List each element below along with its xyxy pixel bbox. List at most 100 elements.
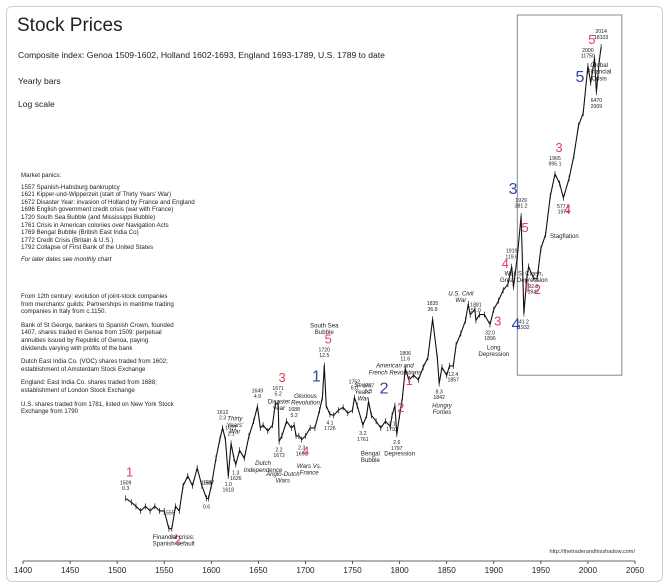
- value-label: 1.3: [232, 471, 239, 477]
- event-annotation: Wars Vs.: [297, 463, 322, 470]
- event-annotation: Bubble: [315, 329, 335, 336]
- event-annotation: Long: [487, 344, 501, 351]
- event-annotation: Revolution: [291, 400, 320, 407]
- value-label: 1720: [319, 348, 331, 354]
- value-label: 1672: [273, 453, 285, 459]
- value-label: 2000: [582, 48, 594, 54]
- wave-count-marker: 4: [502, 256, 509, 271]
- note-line: dividends varying with profits of the ba…: [21, 344, 133, 352]
- panic-item: 1772 Credit Crisis (Britain & U.S.): [21, 236, 114, 244]
- bars-note: Yearly bars: [18, 76, 61, 86]
- value-label: 0.6: [203, 504, 210, 510]
- event-annotation: France: [300, 470, 320, 477]
- chart-title: Stock Prices: [17, 15, 123, 36]
- value-label: 2014: [595, 29, 607, 35]
- value-label: 1696: [296, 451, 308, 457]
- wave-count-marker: 2: [174, 533, 181, 548]
- value-label: 2009: [591, 104, 603, 110]
- panic-item: 1672 Disaster Year: invasion of Holland …: [21, 198, 195, 206]
- value-label: 1595: [201, 480, 213, 486]
- value-label: 11.6: [400, 356, 410, 362]
- x-tick-label: 1800: [391, 566, 410, 575]
- value-label: 12.5: [319, 353, 329, 359]
- value-label: 8.3: [436, 389, 443, 395]
- stock-price-chart: 1400 1450 1500 1550 1600 1650 1700 1750 1800 1850…: [14, 14, 645, 575]
- x-tick-label: 1700: [296, 566, 315, 575]
- value-label: 381.2: [515, 204, 528, 210]
- wave-count-marker: 3: [494, 313, 501, 328]
- value-label: 577.6: [557, 204, 570, 210]
- value-label: 12.4: [448, 372, 458, 378]
- x-tick-label: 1550: [155, 566, 174, 575]
- value-label: 2.6: [393, 440, 400, 446]
- value-label: 1752: [349, 380, 361, 386]
- x-tick-label: 1450: [61, 566, 80, 575]
- note-line: companies in Italy from c.1150.: [21, 308, 107, 316]
- source-credit: http://thetraderandhisshadow.com/: [549, 549, 635, 555]
- value-label: 0.3: [170, 535, 177, 541]
- value-label: 1509: [120, 480, 132, 486]
- value-label: 1688: [288, 407, 300, 413]
- event-annotation: Seven: [354, 382, 372, 389]
- wave-count-marker: 5: [588, 32, 595, 47]
- value-label: 4.1: [326, 420, 333, 426]
- panic-item: 1696 English government credit crisis (w…: [21, 206, 174, 214]
- event-annotation: Wars: [276, 478, 290, 485]
- value-label: 1881: [470, 302, 482, 308]
- value-label: 1767: [363, 383, 375, 389]
- value-label: 41.2: [519, 319, 529, 325]
- scale-note: Log scale: [18, 99, 55, 109]
- value-label: 36.8: [428, 307, 438, 313]
- note-line: annuities issued by Republic of Genoa, p…: [21, 336, 149, 344]
- event-annotation: Glorious: [294, 393, 317, 400]
- wave-count-marker: 2: [534, 282, 541, 297]
- panic-item: 1769 Bengal Bubble (British East India C…: [21, 229, 139, 237]
- x-tick-label: 1850: [438, 566, 457, 575]
- value-label: 1965: [549, 156, 561, 162]
- value-label: 0.3: [122, 486, 129, 492]
- panic-item: 1792 Collapse of First Bank of the Unite…: [21, 244, 154, 252]
- event-annotation: Thirty: [227, 415, 243, 422]
- wave-count-marker: 1: [126, 464, 133, 479]
- x-tick-label: 1650: [249, 566, 268, 575]
- panic-item: 1720 South Sea Bubble (and Mississippi B…: [21, 213, 156, 221]
- event-annotation: Financial crisis:: [153, 534, 195, 541]
- value-label: 995.1: [548, 162, 561, 168]
- value-label: 1726: [324, 426, 336, 432]
- value-label: 5.2: [291, 413, 298, 419]
- value-label: 2.3: [298, 446, 305, 452]
- value-label: 1929: [515, 198, 527, 204]
- value-label: 1618: [222, 488, 234, 494]
- value-label: 1857: [448, 378, 460, 384]
- x-tick-label: 1500: [108, 566, 127, 575]
- event-annotation: Depression: [478, 351, 509, 358]
- wave-count-marker: 4: [564, 202, 571, 217]
- panics-title: Market panics:: [21, 172, 62, 179]
- note-line: establishment of Amsterdam Stock Exchang…: [21, 365, 146, 373]
- value-label: 1942: [528, 289, 540, 295]
- note-line: 1407, shares traded in Genoa from 1509: …: [21, 329, 162, 337]
- inset-frame: [516, 14, 623, 376]
- value-label: 1621: [225, 426, 237, 432]
- x-tick-label: 1600: [202, 566, 221, 575]
- x-tick-label: 1950: [532, 566, 551, 575]
- wave-count-marker: 1: [312, 369, 321, 386]
- panic-item: 1557 Spanish-Habsburg bankruptcy: [21, 183, 120, 191]
- wave-count-marker: 4: [302, 444, 309, 459]
- value-label: 2.2: [275, 448, 282, 454]
- event-annotation: Disaster: [268, 399, 290, 406]
- panic-item: 1761 Crisis in American colonies over Na…: [21, 221, 169, 229]
- note-line: England: East India Co. shares traded fr…: [21, 379, 157, 387]
- x-tick-label: 2000: [579, 566, 598, 575]
- wave-count-marker: 1: [406, 373, 413, 388]
- event-annotation: Independence: [244, 467, 283, 474]
- event-annotation: Depression: [384, 450, 415, 457]
- x-tick-label: 2050: [626, 566, 645, 575]
- event-annotation: Anglo-Dutch: [265, 471, 300, 478]
- value-label: 1555: [163, 511, 175, 517]
- x-tick-label: 1750: [343, 566, 362, 575]
- value-label: 51.0: [471, 308, 481, 314]
- wave-count-marker: 2: [380, 380, 389, 397]
- event-annotation: Forties: [433, 409, 452, 416]
- event-annotation: Crisis: [592, 75, 607, 82]
